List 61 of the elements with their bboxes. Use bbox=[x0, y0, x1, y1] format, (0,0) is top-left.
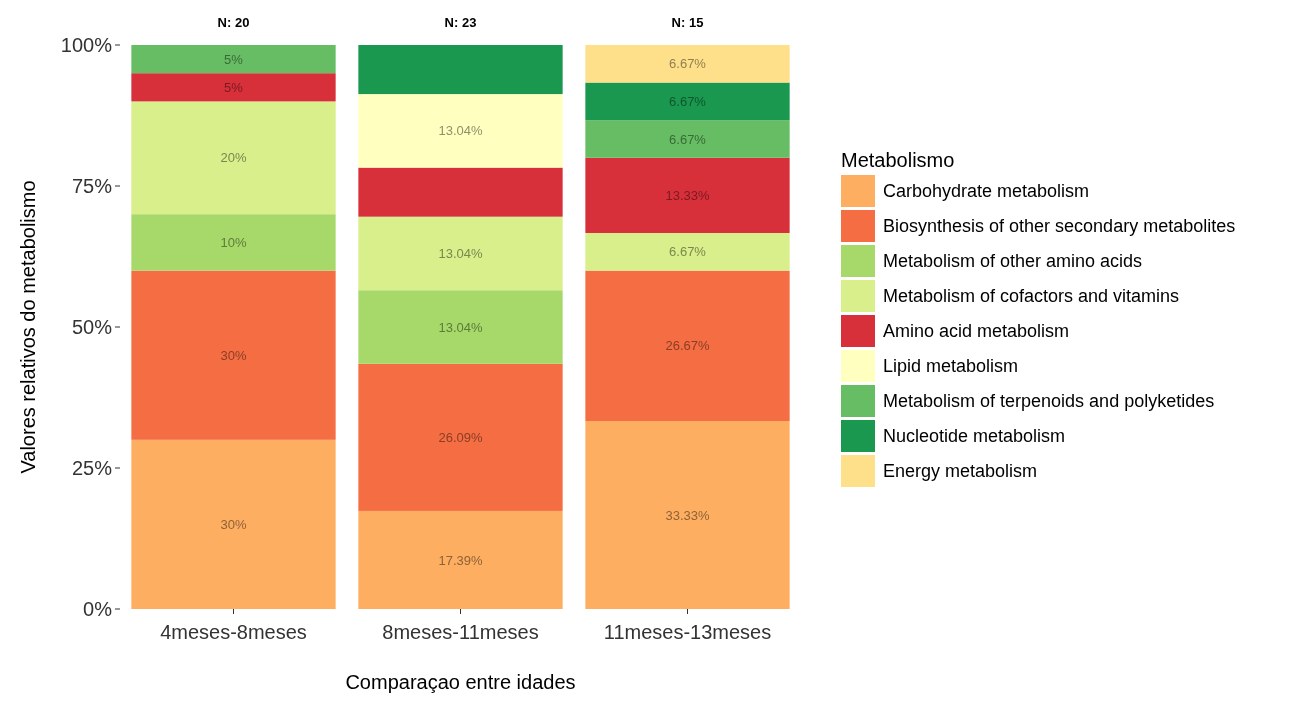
bar bbox=[358, 45, 563, 95]
data-label: 17.39% bbox=[438, 552, 483, 568]
y-tick-label: 25% bbox=[71, 457, 113, 479]
y-tick-label: 0% bbox=[83, 598, 113, 620]
y-tick-label: 75% bbox=[71, 175, 113, 197]
bar bbox=[585, 44, 790, 83]
data-label: 20% bbox=[220, 150, 247, 166]
bar bbox=[131, 439, 336, 609]
x-tick-label: 11meses-13meses bbox=[603, 621, 772, 643]
text: N: 23 bbox=[444, 15, 477, 30]
data-label: 13.04% bbox=[438, 319, 483, 335]
y-tick-label: 50% bbox=[71, 316, 113, 338]
legend-label: Energy metabolism bbox=[883, 461, 1038, 482]
data-label: 30% bbox=[220, 347, 247, 363]
bar bbox=[131, 73, 336, 102]
bar bbox=[131, 45, 336, 74]
bar bbox=[585, 120, 790, 158]
data-label: 6.67% bbox=[669, 244, 707, 260]
data-label: 26.67% bbox=[665, 338, 710, 354]
legend-label: Nucleotide metabolism bbox=[883, 426, 1066, 447]
legend-label: Carbohydrate metabolism bbox=[883, 181, 1090, 202]
bar bbox=[358, 216, 563, 291]
data-label: 6.67% bbox=[669, 93, 707, 109]
bar bbox=[585, 270, 790, 422]
data-label: 13.33% bbox=[665, 187, 710, 203]
bar bbox=[131, 101, 336, 215]
legend-title: Metabolismo bbox=[841, 149, 955, 171]
data-label: 10% bbox=[220, 234, 247, 250]
x-axis-title: Comparaçao entre idades bbox=[345, 671, 576, 693]
bar bbox=[358, 510, 563, 609]
y-tick-label: 100% bbox=[60, 34, 113, 56]
text: N: 15 bbox=[671, 15, 704, 30]
data-label: 5% bbox=[224, 79, 244, 95]
x-tick-label: 8meses-11meses bbox=[382, 621, 539, 643]
legend-label: Metabolism of other amino acids bbox=[883, 251, 1143, 272]
data-label: 6.67% bbox=[669, 56, 707, 72]
data-label: 26.09% bbox=[438, 429, 483, 445]
bar bbox=[358, 290, 563, 364]
bar bbox=[585, 232, 790, 271]
bar bbox=[131, 214, 336, 271]
y-axis-title: Valores relativos do metabolismo bbox=[17, 180, 39, 474]
data-label: 5% bbox=[224, 51, 244, 67]
data-label: 13.04% bbox=[438, 246, 483, 261]
text: N: 20 bbox=[217, 15, 250, 30]
data-label: 13.04% bbox=[438, 123, 483, 139]
data-label: 33.33% bbox=[665, 507, 710, 523]
bar bbox=[585, 421, 790, 609]
bar bbox=[585, 157, 790, 233]
bar bbox=[131, 270, 336, 440]
legend-label: Metabolism of terpenoids and polyketides bbox=[883, 391, 1215, 412]
data-label: 6.67% bbox=[669, 131, 707, 147]
legend-label: Biosynthesis of other secondary metabolites bbox=[883, 216, 1236, 237]
bar bbox=[585, 82, 790, 121]
legend-label: Lipid metabolism bbox=[883, 356, 1019, 377]
legend-label: Amino acid metabolism bbox=[883, 321, 1070, 342]
legend-label: Metabolism of cofactors and vitamins bbox=[883, 286, 1180, 307]
bar bbox=[358, 167, 563, 217]
x-tick-label: 4meses-8meses bbox=[160, 621, 307, 643]
bar bbox=[358, 363, 563, 511]
bar bbox=[358, 94, 563, 168]
data-label: 30% bbox=[220, 516, 247, 532]
